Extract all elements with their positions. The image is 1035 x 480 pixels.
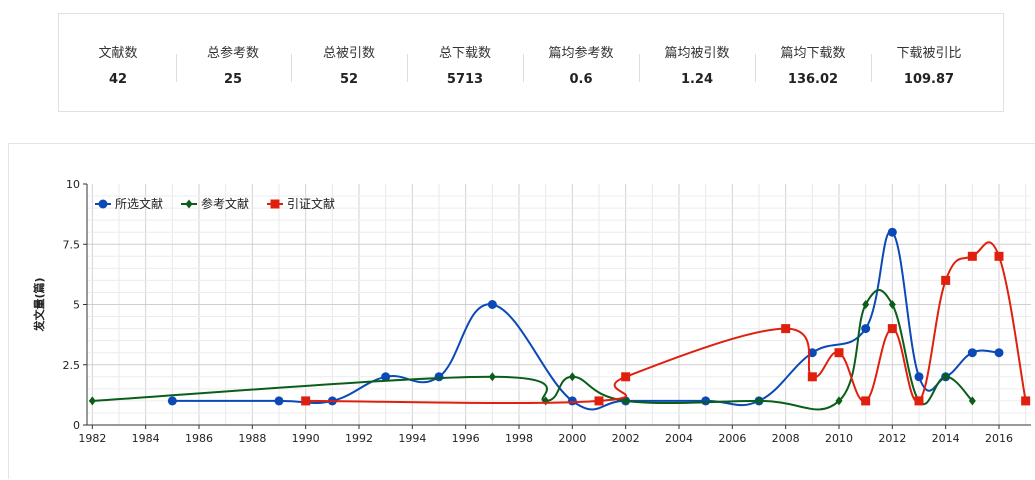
y-tick-label: 0 [73,419,80,432]
x-tick-label: 1988 [238,432,266,445]
data-point [301,396,311,406]
stat-divider [523,54,524,82]
data-point [487,300,497,309]
legend-marker [270,199,280,209]
data-point [622,396,630,406]
x-tick-label: 2006 [718,432,746,445]
stat-label: 篇均下载数 [780,46,846,61]
x-tick-label: 1986 [185,432,213,445]
stat-label: 篇均参考数 [548,46,614,61]
data-point [942,372,950,382]
data-point [887,227,897,237]
data-point [274,396,284,406]
data-point [1021,396,1031,406]
data-point [967,251,977,261]
data-point [621,372,631,382]
x-tick-label: 1994 [398,432,426,445]
stat-divider [407,54,408,82]
x-tick-label: 1996 [452,432,480,445]
data-point [914,396,924,406]
legend-item: 参考文献 [181,196,249,211]
data-point [567,396,577,406]
chart-panel: 0 2.5 5 7.5 10 1982 1984 1986 1988 1990 1992 1994 19… [8,143,1035,479]
x-tick-label: 1998 [505,432,533,445]
x-tick-label: 2000 [558,432,586,445]
stat-divider [291,54,292,82]
x-tick-label: 2002 [612,432,640,445]
stat-value: 0.6 [569,72,593,87]
data-point [807,348,817,358]
series-3 [301,241,1031,406]
stat-label: 总下载数 [438,46,491,61]
x-tick-label: 2014 [932,432,960,445]
data-point [914,372,924,382]
data-point [488,372,496,382]
legend-label: 所选文献 [115,196,163,211]
data-point [701,396,711,406]
series-1 [167,227,1004,411]
legend-marker [98,199,108,209]
data-point [994,348,1004,358]
data-point [807,372,817,382]
stats-panel: 文献数 42 总参考数 25 总被引数 52 总下载数 5713 篇均参考数 0.6 篇均被引数 1.… [58,13,1004,112]
legend-item: 所选文献 [95,196,163,211]
stat-label: 篇均被引数 [664,46,730,61]
stat-divider [871,54,872,82]
y-tick-label: 7.5 [63,238,81,251]
data-point [861,324,871,334]
data-point [941,275,951,285]
legend-marker [185,199,193,209]
data-point [861,396,871,406]
stat-value: 25 [223,72,243,87]
data-point [835,396,843,406]
stat-value: 52 [339,72,359,87]
legend-item: 引证文献 [267,196,335,211]
publication-trend-chart: 0 2.5 5 7.5 10 1982 1984 1986 1988 1990 1992 1994 19… [32,178,1031,445]
data-point [88,396,96,406]
stat-label: 总被引数 [322,46,375,61]
data-point [887,324,897,334]
data-point [594,396,604,406]
x-tick-label: 2010 [825,432,853,445]
data-point [834,348,844,358]
stat-value: 1.24 [680,72,714,87]
x-tick-label: 1992 [345,432,373,445]
data-point [994,251,1004,261]
stat-label: 文献数 [98,46,138,61]
x-tick-label: 1982 [78,432,106,445]
x-tick-label: 2004 [665,432,693,445]
stat-label: 总参考数 [206,46,259,61]
data-point [568,372,576,382]
stat-value: 42 [108,72,128,87]
y-tick-label: 5 [73,299,80,312]
x-tick-label: 1990 [292,432,320,445]
data-point [862,300,870,309]
y-axis-title: 发文量(篇) [32,277,46,332]
stat-value: 136.02 [787,72,839,87]
x-tick-label: 2016 [985,432,1013,445]
legend-label: 参考文献 [201,196,249,211]
stat-label: 下载被引比 [896,46,962,61]
data-point [381,372,391,382]
x-tick-label: 2012 [878,432,906,445]
data-point [888,300,896,309]
data-point [434,372,444,382]
legend-label: 引证文献 [287,196,335,211]
data-point [968,396,976,406]
x-tick-label: 1984 [132,432,160,445]
y-tick-label: 2.5 [63,359,81,372]
data-point [781,324,791,334]
y-tick-label: 10 [66,178,80,191]
stat-value: 5713 [446,72,484,87]
stat-divider [176,54,177,82]
data-point [167,396,177,406]
stat-divider [755,54,756,82]
stat-divider [639,54,640,82]
data-point [967,348,977,358]
data-point [755,396,763,406]
stat-value: 109.87 [903,72,955,87]
x-tick-label: 2008 [772,432,800,445]
